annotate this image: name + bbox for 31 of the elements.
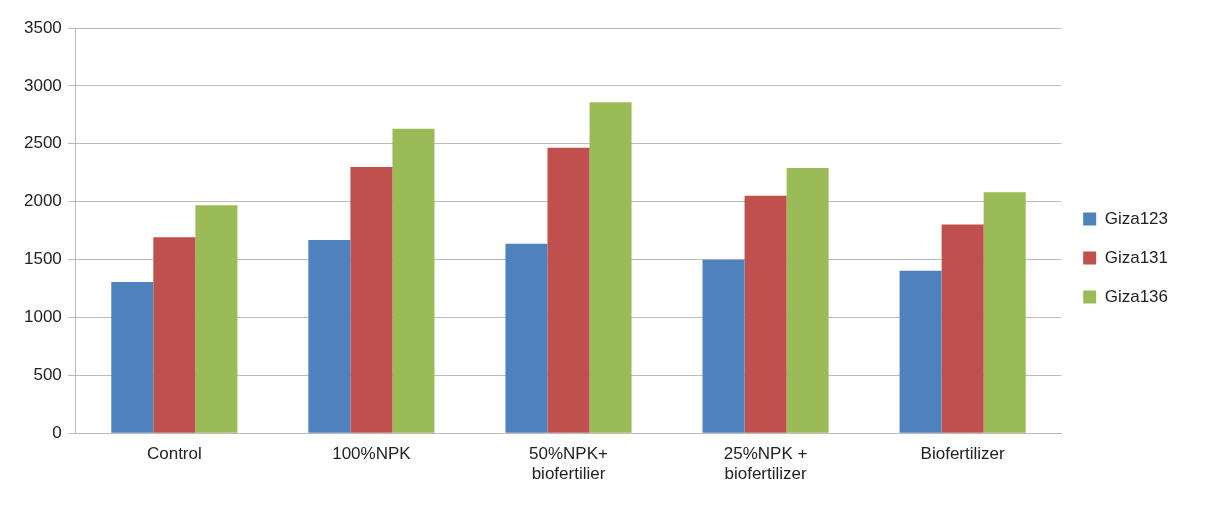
y-tick-label: 3500 <box>23 17 62 37</box>
x-tick-label: 25%NPK + biofertilizer <box>723 444 808 484</box>
bar <box>505 243 548 433</box>
x-tick-label: Biofertilizer <box>920 444 1006 464</box>
bar <box>899 270 942 433</box>
bar <box>786 168 829 433</box>
x-tick-label: 50%NPK+ biofertilier <box>529 444 609 484</box>
bar <box>744 195 787 433</box>
bar <box>350 166 393 433</box>
y-tick-label: 2500 <box>23 133 62 153</box>
bar <box>941 224 984 433</box>
y-tick-label: 0 <box>52 422 62 442</box>
bar <box>702 259 745 433</box>
y-tick-label: 3000 <box>23 75 62 95</box>
bar <box>153 237 196 433</box>
bar <box>589 102 632 433</box>
y-tick-label: 1000 <box>23 307 62 327</box>
bar <box>983 192 1026 433</box>
x-tick-label: Control <box>146 444 202 464</box>
bar <box>308 240 351 433</box>
y-tick-label: 2000 <box>23 191 62 211</box>
y-tick-label: 500 <box>33 365 62 384</box>
bar <box>392 128 435 433</box>
legend-label: Giza131 <box>1104 247 1169 267</box>
legend-label: Giza123 <box>1104 208 1169 228</box>
y-tick-label: 1500 <box>23 249 62 269</box>
legend-label: Giza136 <box>1104 286 1169 306</box>
bar <box>111 281 154 433</box>
bar <box>195 205 238 433</box>
x-tick-label: 100%NPK <box>332 444 412 464</box>
bar <box>547 147 590 433</box>
